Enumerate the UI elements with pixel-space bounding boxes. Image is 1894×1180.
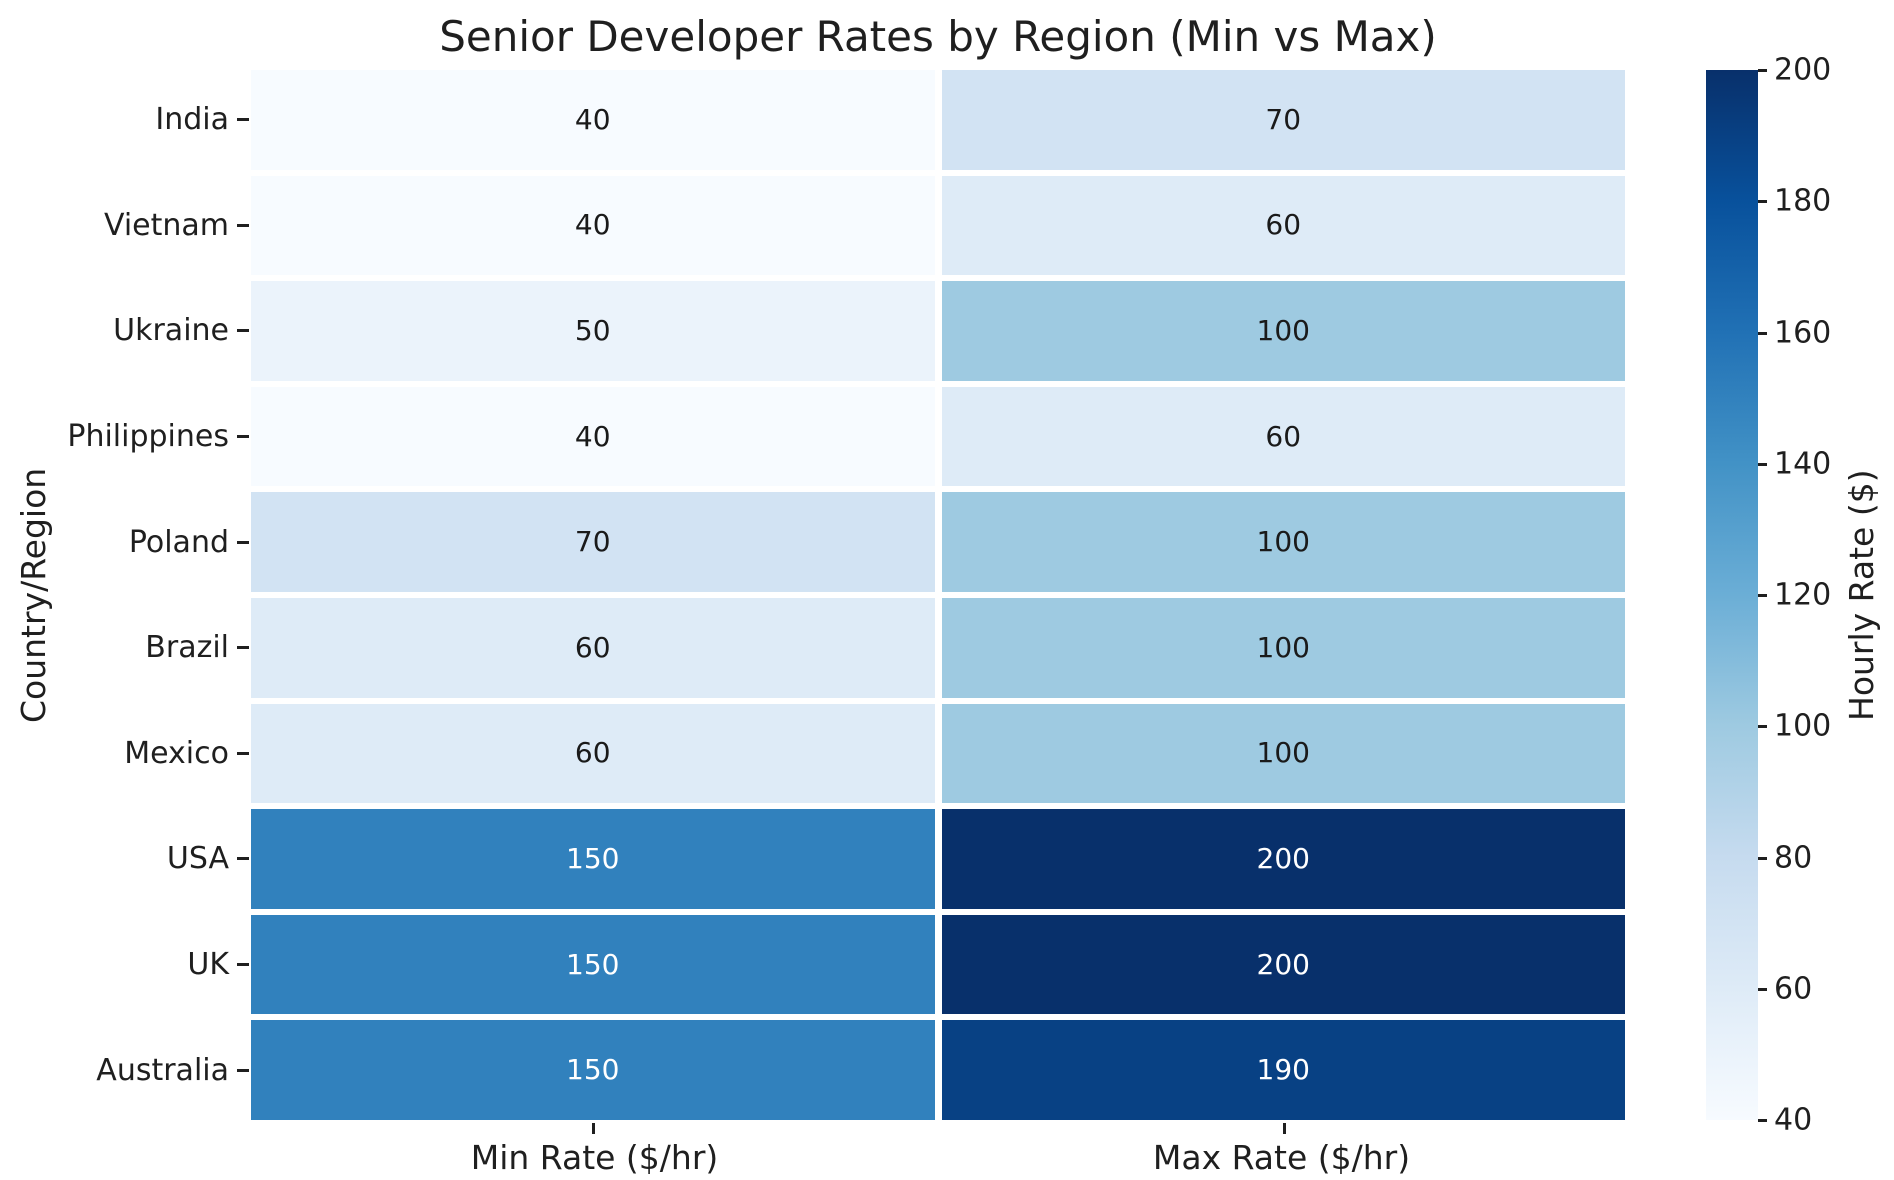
y-tick-usa: USA: [0, 809, 251, 909]
x-axis-label-max: Max Rate ($/hr): [1152, 1138, 1411, 1177]
heatmap-cell-mexico-max: 100: [941, 703, 1625, 804]
colorbar-label: Hourly Rate ($): [1842, 469, 1881, 721]
colorbar-tick-mark: [1758, 69, 1767, 72]
y-tick-label: Ukraine: [113, 313, 229, 349]
heatmap-cell-philippines-max: 60: [941, 386, 1625, 487]
y-tick-mark: [237, 1068, 249, 1072]
colorbar-tick-label: 200: [1774, 52, 1832, 88]
colorbar-tick-mark: [1758, 331, 1767, 335]
heatmap-grid: 40 70 40 60 50 100 40 60 70 100 60 100 60 100 150 200 15…: [251, 70, 1625, 1120]
heatmap-cell-ukraine-min: 50: [251, 281, 935, 381]
y-tick-mark: [237, 435, 249, 439]
y-tick-brazil: Brazil: [0, 598, 251, 698]
y-tick-mark: [237, 118, 249, 122]
y-tick-mark: [237, 857, 249, 861]
y-tick-label: UK: [187, 947, 229, 983]
colorbar-tick-mark: [1758, 987, 1767, 991]
heatmap-cell-ukraine-max: 100: [941, 281, 1625, 381]
heatmap-cell-usa-max: 200: [941, 809, 1625, 909]
heatmap-cell-uk-max: 200: [941, 914, 1625, 1015]
heatmap-cell-india-min: 40: [251, 70, 935, 170]
x-axis-label-min: Min Rate ($/hr): [470, 1138, 719, 1177]
colorbar-tick-label: 60: [1774, 971, 1813, 1007]
y-tick-vietnam: Vietnam: [0, 176, 251, 276]
colorbar-tick-mark: [1758, 200, 1767, 204]
y-tick-ukraine: Ukraine: [0, 281, 251, 381]
heatmap-cell-usa-min: 150: [251, 809, 935, 909]
heatmap-cell-vietnam-min: 40: [251, 175, 935, 276]
y-tick-mark: [237, 751, 249, 755]
heatmap-cell-india-max: 70: [941, 70, 1625, 170]
colorbar-tick-label: 180: [1774, 183, 1832, 219]
y-tick-mark: [237, 963, 249, 967]
y-tick-label: India: [155, 102, 229, 138]
y-tick-australia: Australia: [0, 1020, 251, 1120]
y-tick-label: USA: [166, 841, 229, 877]
colorbar-tick-label: 40: [1774, 1102, 1813, 1138]
y-tick-poland: Poland: [0, 492, 251, 592]
y-tick-labels: India Vietnam Ukraine Philippines Poland Braz…: [0, 70, 251, 1120]
y-tick-mark: [237, 646, 249, 650]
y-tick-label: Vietnam: [103, 207, 229, 243]
y-tick-mexico: Mexico: [0, 704, 251, 804]
colorbar-tick-label: 160: [1774, 315, 1832, 350]
y-tick-philippines: Philippines: [0, 387, 251, 487]
colorbar-gradient: [1706, 70, 1758, 1120]
y-tick-mark: [237, 540, 249, 544]
heatmap-cell-poland-min: 70: [251, 492, 935, 592]
colorbar-tick-mark: [1758, 1119, 1767, 1122]
y-tick-mark: [237, 223, 249, 227]
colorbar-tick-mark: [1758, 856, 1767, 860]
y-tick-india: India: [0, 70, 251, 170]
colorbar-tick-label: 120: [1774, 577, 1832, 613]
colorbar-tick-mark: [1758, 725, 1767, 729]
heatmap-cell-uk-min: 150: [251, 914, 935, 1015]
x-tick-mark-min: [592, 1123, 595, 1134]
heatmap-cell-mexico-min: 60: [251, 703, 935, 804]
colorbar-tick-label: 80: [1774, 840, 1813, 875]
y-tick-uk: UK: [0, 915, 251, 1015]
colorbar-ticks: 200 180 160 140 120 100 80 60 40: [1706, 53, 1894, 1138]
colorbar-tick-mark: [1758, 462, 1767, 466]
y-tick-label: Mexico: [124, 735, 229, 771]
colorbar-tick-label: 140: [1774, 446, 1832, 482]
heatmap-cell-philippines-min: 40: [251, 386, 935, 487]
colorbar-tick-label: 100: [1774, 708, 1832, 744]
heatmap-cell-brazil-max: 100: [941, 597, 1625, 698]
x-tick-mark-max: [1283, 1123, 1286, 1134]
chart-title: Senior Developer Rates by Region (Min vs…: [439, 12, 1437, 61]
y-tick-label: Brazil: [145, 630, 229, 666]
y-tick-label: Philippines: [67, 419, 229, 455]
heatmap-cell-poland-max: 100: [941, 492, 1625, 592]
y-tick-label: Poland: [128, 524, 229, 560]
heatmap-cell-australia-min: 150: [251, 1020, 935, 1120]
heatmap-cell-australia-max: 190: [941, 1020, 1625, 1120]
y-tick-mark: [237, 329, 249, 333]
y-tick-label: Australia: [96, 1052, 229, 1088]
colorbar-tick-mark: [1758, 594, 1767, 597]
heatmap-cell-brazil-min: 60: [251, 597, 935, 698]
heatmap-cell-vietnam-max: 60: [941, 175, 1625, 276]
